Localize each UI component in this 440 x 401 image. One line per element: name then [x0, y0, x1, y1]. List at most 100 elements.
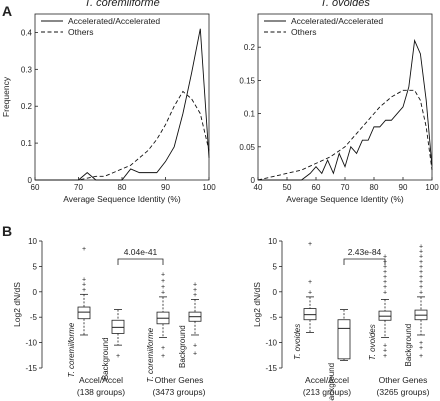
- outlier-point: +: [383, 343, 387, 350]
- legend-entry: Accelerated/Accelerated: [68, 16, 160, 26]
- group-sublabel: (138 groups): [77, 387, 125, 397]
- series-line-accelerated: [258, 38, 433, 181]
- significance-bracket: [117, 258, 164, 265]
- outlier-point: +: [383, 284, 387, 291]
- box-label: T. coremiiforme: [146, 327, 155, 382]
- box-label: Background: [178, 325, 187, 368]
- outlier-point: +: [383, 264, 387, 271]
- outlier-point: +: [419, 284, 423, 291]
- outlier-point: +: [193, 343, 197, 350]
- outlier-point: +: [116, 353, 120, 360]
- outlier-point: +: [419, 264, 423, 271]
- outlier-point: +: [383, 269, 387, 276]
- outlier-point: +: [82, 277, 86, 284]
- x-tick-label: 60: [312, 183, 321, 192]
- y-tick-label: -15: [25, 364, 37, 373]
- outlier-point: +: [419, 345, 423, 352]
- outlier-point: +: [308, 241, 312, 248]
- outlier-point: +: [82, 287, 86, 294]
- x-tick-label: 70: [74, 183, 83, 192]
- box-label: T. ovoides: [368, 324, 377, 360]
- box-label: T. coremiiforme: [67, 322, 76, 377]
- box-iqr: [378, 310, 392, 321]
- outlier-point: +: [419, 269, 423, 276]
- x-tick-label: 90: [399, 183, 408, 192]
- x-axis-label: Average Sequence Identity (%): [286, 194, 404, 204]
- outlier-point: +: [419, 340, 423, 347]
- x-tick-label: 80: [118, 183, 127, 192]
- y-tick-label: 10: [28, 237, 37, 246]
- y-tick-label: -10: [25, 339, 37, 348]
- series-line-others: [257, 89, 433, 181]
- y-tick-label: 10: [268, 237, 277, 246]
- box-iqr: [77, 306, 91, 320]
- outlier-point: +: [193, 350, 197, 357]
- outlier-point: +: [193, 287, 197, 294]
- y-tick-label: -5: [30, 313, 38, 322]
- y-tick-label: 0.15: [239, 76, 255, 85]
- p-value-label: 4.04e-41: [124, 247, 158, 257]
- y-tick-label: -10: [265, 339, 277, 348]
- significance-bracket: [343, 258, 386, 265]
- outlier-point: +: [383, 279, 387, 286]
- y-tick-label: 0: [251, 176, 256, 185]
- outlier-point: +: [161, 278, 165, 285]
- chart-title: T. ovoides: [320, 0, 370, 9]
- outlier-point: +: [419, 244, 423, 251]
- legend-entry: Others: [68, 27, 94, 37]
- y-axis-label: Frequency: [1, 76, 11, 117]
- x-tick-label: 90: [161, 183, 170, 192]
- y-tick-label: 0.2: [244, 43, 256, 52]
- group-label: Accel/Accel: [305, 375, 349, 385]
- y-tick-label: -15: [265, 364, 277, 373]
- box-label: Background: [327, 363, 336, 401]
- outlier-point: +: [383, 348, 387, 355]
- box-label: Background: [404, 324, 413, 367]
- panel-label-b: B: [2, 223, 12, 239]
- panel-label-a: A: [2, 3, 12, 19]
- y-tick-label: 0.1: [21, 139, 33, 148]
- y-tick-label: 5: [273, 262, 278, 271]
- outlier-point: +: [161, 272, 165, 279]
- y-tick-label: 0.05: [239, 143, 255, 152]
- group-sublabel: (3265 groups): [377, 387, 430, 397]
- outlier-point: +: [419, 249, 423, 256]
- y-tick-label: 0.4: [21, 28, 33, 37]
- outlier-point: +: [161, 289, 165, 296]
- legend-entry: Others: [291, 27, 317, 37]
- y-tick-label: 0.1: [244, 110, 256, 119]
- plot-frame: [34, 13, 210, 181]
- outlier-point: +: [193, 282, 197, 289]
- series-line-others: [35, 90, 210, 181]
- outlier-point: +: [161, 345, 165, 352]
- chart-title: T. coremiiforme: [84, 0, 159, 9]
- outlier-point: +: [419, 353, 423, 360]
- box-iqr: [337, 319, 351, 360]
- x-tick-label: 100: [425, 183, 439, 192]
- x-tick-label: 60: [31, 183, 40, 192]
- group-label: Accel/Accel: [79, 375, 123, 385]
- box-label: T. ovoides: [293, 324, 302, 360]
- outlier-point: +: [161, 353, 165, 360]
- outlier-point: +: [419, 254, 423, 261]
- outlier-point: +: [308, 289, 312, 296]
- x-tick-label: 100: [202, 183, 216, 192]
- group-sublabel: (3473 groups): [153, 387, 206, 397]
- group-sublabel: (213 groups): [303, 387, 351, 397]
- legend-entry: Accelerated/Accelerated: [291, 16, 383, 26]
- outlier-point: +: [419, 259, 423, 266]
- x-tick-label: 40: [254, 183, 263, 192]
- box-iqr: [303, 308, 317, 321]
- y-tick-label: 0: [33, 288, 38, 297]
- y-tick-label: 5: [33, 262, 38, 271]
- y-tick-label: 0: [28, 176, 33, 185]
- outlier-point: +: [383, 254, 387, 261]
- y-axis-label: Log2 dN/dS: [252, 282, 262, 327]
- outlier-point: +: [193, 292, 197, 299]
- y-tick-label: 0: [273, 288, 278, 297]
- x-tick-label: 80: [370, 183, 379, 192]
- outlier-point: +: [308, 279, 312, 286]
